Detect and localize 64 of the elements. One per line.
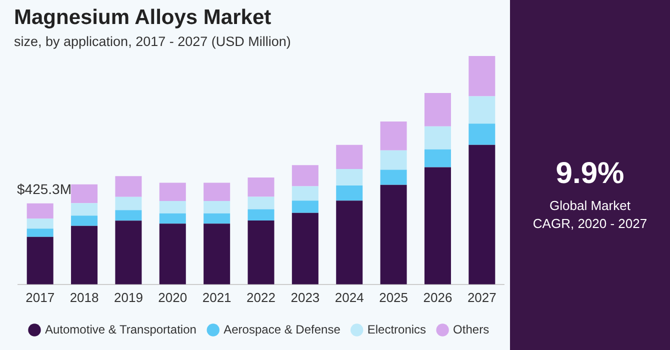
x-tick-label: 2022 <box>246 290 276 305</box>
bar <box>26 203 54 219</box>
legend-label: Automotive & Transportation <box>45 322 196 336</box>
bar <box>468 56 496 96</box>
bar <box>424 167 451 284</box>
x-tick-label: 2021 <box>202 290 232 305</box>
bar <box>468 96 496 124</box>
bar <box>336 200 363 284</box>
bar <box>292 186 318 201</box>
legend-label: Electronics <box>367 322 426 336</box>
annotation: $425.3M <box>17 181 72 198</box>
bar <box>248 209 274 220</box>
bar <box>248 178 274 197</box>
x-tick-label: 2024 <box>334 290 364 305</box>
bar <box>26 228 54 237</box>
x-tick-label: 2018 <box>70 290 99 305</box>
bar <box>115 210 142 221</box>
bar <box>248 220 274 284</box>
bar <box>380 170 407 185</box>
bar <box>204 224 230 284</box>
bar <box>159 182 186 202</box>
x-tick-label: 2027 <box>467 290 496 305</box>
legend-label: Others <box>453 322 490 336</box>
bar <box>204 182 230 202</box>
bar <box>292 212 318 284</box>
bar <box>71 203 98 216</box>
bar <box>71 184 98 204</box>
bar <box>115 196 142 210</box>
bar <box>380 122 407 150</box>
text: Global Market CAGR, 2020 - 2027 <box>532 197 648 233</box>
bar <box>336 186 363 201</box>
bar <box>468 144 496 284</box>
bar <box>380 184 407 284</box>
bar <box>115 176 142 197</box>
bar <box>292 165 318 186</box>
bar <box>336 144 363 170</box>
legend-label: Aerospace & Defense <box>224 322 341 336</box>
x-tick-label: 2019 <box>114 290 143 305</box>
x-tick-label: 2020 <box>158 290 188 305</box>
text: 9.9% <box>554 157 626 192</box>
bar <box>424 126 451 150</box>
bar <box>424 93 451 126</box>
x-tick-label: 2026 <box>423 290 452 305</box>
bar <box>115 220 142 284</box>
bar <box>26 236 54 284</box>
bar <box>159 213 186 224</box>
bar <box>292 200 318 213</box>
chart-title: Magnesium Alloys Market <box>14 6 272 30</box>
bar <box>159 201 186 214</box>
bar <box>380 150 407 170</box>
x-tick-label: 2023 <box>290 290 320 305</box>
bar <box>159 224 186 284</box>
x-tick-label: 2025 <box>379 290 408 305</box>
bar <box>468 124 496 145</box>
bar <box>71 226 98 284</box>
bar <box>71 216 98 226</box>
bar <box>248 196 274 210</box>
bar <box>424 149 451 168</box>
bar <box>336 169 363 186</box>
x-tick-label: 2017 <box>26 290 55 305</box>
bar <box>204 213 230 224</box>
bar <box>204 201 230 214</box>
chart-subtitle: size, by application, 2017 - 2027 (USD Million) <box>14 34 291 49</box>
bar <box>26 218 54 229</box>
